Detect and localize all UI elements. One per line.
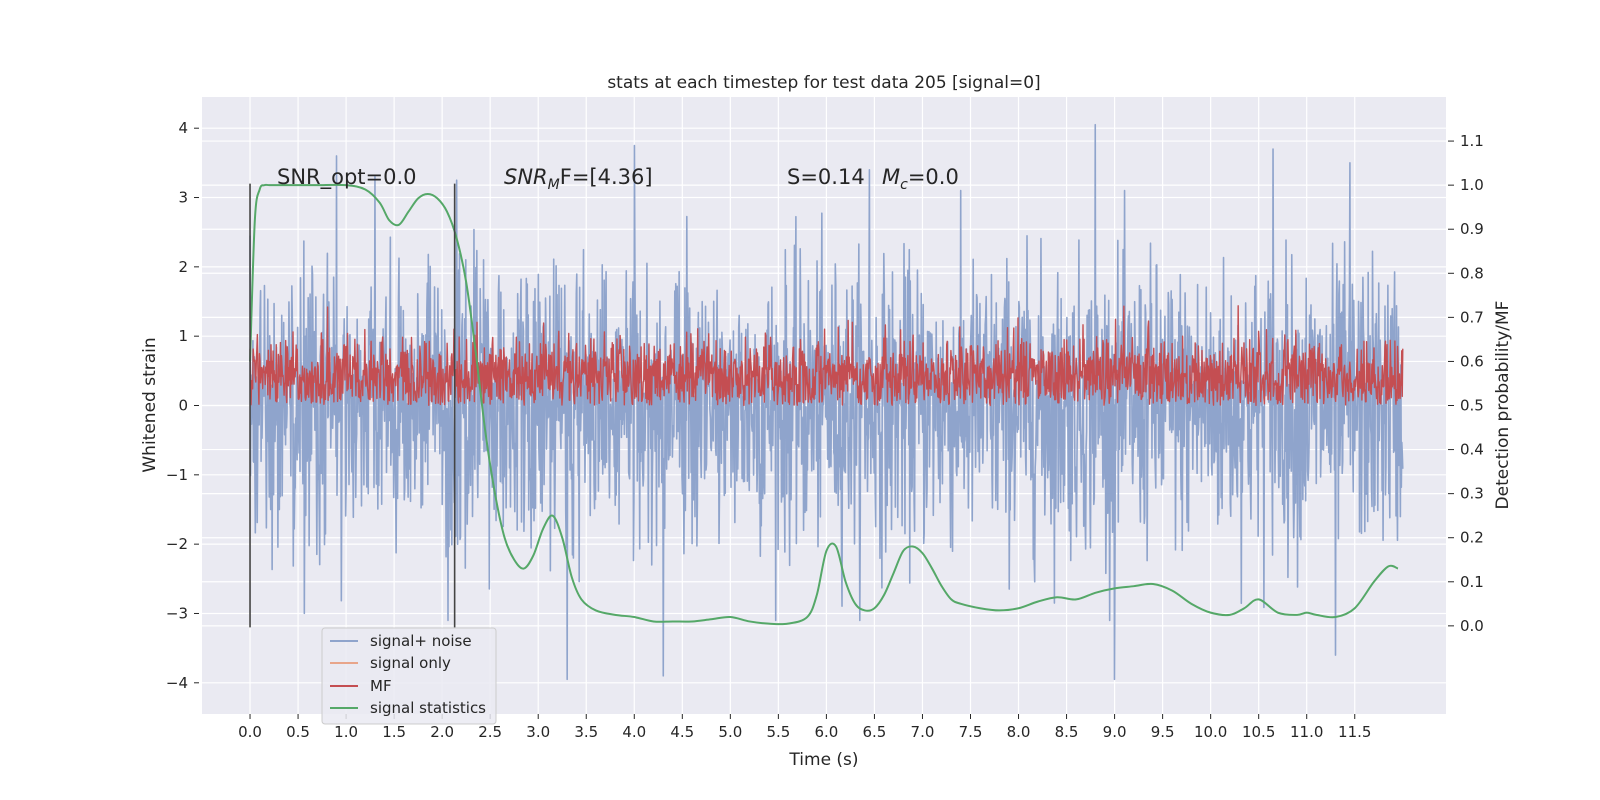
x-tick-label-6: 3.0 bbox=[526, 723, 550, 741]
series-signal-statistics bbox=[249, 183, 1399, 626]
annotation-snr-opt: SNR_opt=0.0 bbox=[277, 165, 417, 190]
series-mf bbox=[249, 305, 1404, 407]
annotation-mc-sub: c bbox=[900, 177, 908, 193]
annotation-mc: Mc=0.0 bbox=[882, 165, 959, 193]
x-tick-label-4: 2.0 bbox=[430, 723, 454, 741]
x-tick-label-11: 5.5 bbox=[766, 723, 790, 741]
y-tick-label-7: 3 bbox=[178, 189, 188, 207]
y-tick-label-8: 4 bbox=[178, 119, 188, 137]
x-axis: 0.0 0.5 1.0 1.5 2.0 2.5 3.0 3.5 4.0 4.5 5.0 5.5 6.0 6… bbox=[238, 714, 1371, 741]
legend: signal+ noise signal only MF signal stat… bbox=[321, 627, 497, 725]
legend-label-signal-statistics: signal statistics bbox=[370, 699, 486, 717]
x-tick-label-20: 10.0 bbox=[1194, 723, 1227, 741]
y2-tick-label-6: 0.6 bbox=[1460, 352, 1484, 370]
annotation-snr-mf-post: F=[4.36] bbox=[560, 165, 653, 189]
x-tick-label-15: 7.5 bbox=[959, 723, 983, 741]
y-tick-label-4: 0 bbox=[178, 397, 188, 415]
y2-tick-label-0: 0.0 bbox=[1460, 617, 1484, 635]
x-tick-label-2: 1.0 bbox=[334, 723, 358, 741]
x-tick-label-14: 7.0 bbox=[911, 723, 935, 741]
y2-tick-label-9: 0.9 bbox=[1460, 220, 1484, 238]
y2-tick-label-7: 0.7 bbox=[1460, 308, 1484, 326]
x-axis-label: Time (s) bbox=[788, 750, 858, 770]
legend-label-signal-only: signal only bbox=[370, 654, 451, 672]
y-tick-label-5: 1 bbox=[178, 327, 188, 345]
annotation-mc-post: =0.0 bbox=[908, 165, 959, 189]
y-tick-label-6: 2 bbox=[178, 258, 188, 276]
legend-label-mf: MF bbox=[370, 677, 392, 695]
annotation-mc-pre: M bbox=[882, 165, 900, 189]
x-tick-label-13: 6.5 bbox=[863, 723, 887, 741]
x-tick-label-17: 8.5 bbox=[1055, 723, 1079, 741]
y-tick-label-3: −1 bbox=[166, 466, 188, 484]
x-tick-label-8: 4.0 bbox=[622, 723, 646, 741]
x-tick-label-9: 4.5 bbox=[670, 723, 694, 741]
x-tick-label-5: 2.5 bbox=[478, 723, 502, 741]
series-layer bbox=[249, 123, 1404, 681]
x-tick-label-12: 6.0 bbox=[814, 723, 838, 741]
annotation-snr-mf: SNRMF=[4.36] bbox=[504, 165, 653, 193]
x-tick-label-22: 11.0 bbox=[1290, 723, 1323, 741]
x-tick-label-3: 1.5 bbox=[382, 723, 406, 741]
x-tick-label-19: 9.5 bbox=[1151, 723, 1175, 741]
y2-tick-label-2: 0.2 bbox=[1460, 529, 1484, 547]
y-tick-label-2: −2 bbox=[166, 535, 188, 553]
y-axis-right: 0.0 0.1 0.2 0.3 0.4 0.5 0.6 0.7 0.8 0.9 1.0 1.1 bbox=[1448, 132, 1484, 635]
y2-tick-label-10: 1.0 bbox=[1460, 176, 1484, 194]
annotations: SNR_opt=0.0 SNRMF=[4.36] S=0.14 Mc=0.0 bbox=[277, 165, 959, 193]
y-axis-label: Whitened strain bbox=[140, 337, 160, 472]
annotation-s: S=0.14 bbox=[787, 165, 865, 189]
x-tick-label-1: 0.5 bbox=[286, 723, 310, 741]
x-tick-label-10: 5.0 bbox=[718, 723, 742, 741]
chart-title: stats at each timestep for test data 205… bbox=[607, 73, 1040, 93]
y2-tick-label-3: 0.3 bbox=[1460, 485, 1484, 503]
x-tick-label-7: 3.5 bbox=[574, 723, 598, 741]
y-tick-label-0: −4 bbox=[166, 674, 188, 692]
annotation-snr-mf-sub: M bbox=[548, 177, 560, 193]
annotation-snr-mf-pre: SNR bbox=[504, 165, 548, 189]
y-axis-left: −4 −3 −2 −1 0 1 2 3 4 bbox=[166, 119, 199, 692]
legend-label-signal-noise: signal+ noise bbox=[370, 632, 472, 650]
y2-tick-label-5: 0.5 bbox=[1460, 397, 1484, 415]
y2-axis-label: Detection probability/MF bbox=[1493, 301, 1513, 510]
vertical-markers bbox=[249, 183, 456, 628]
y-tick-label-1: −3 bbox=[166, 604, 188, 622]
x-tick-label-21: 10.5 bbox=[1242, 723, 1275, 741]
x-tick-label-23: 11.5 bbox=[1338, 723, 1371, 741]
x-tick-label-18: 9.0 bbox=[1103, 723, 1127, 741]
x-tick-label-0: 0.0 bbox=[238, 723, 262, 741]
y2-tick-label-4: 0.4 bbox=[1460, 441, 1484, 459]
y2-tick-label-1: 0.1 bbox=[1460, 573, 1484, 591]
legend-box bbox=[321, 627, 497, 725]
y2-tick-label-11: 1.1 bbox=[1460, 132, 1484, 150]
x-tick-label-16: 8.0 bbox=[1007, 723, 1031, 741]
y2-tick-label-8: 0.8 bbox=[1460, 264, 1484, 282]
